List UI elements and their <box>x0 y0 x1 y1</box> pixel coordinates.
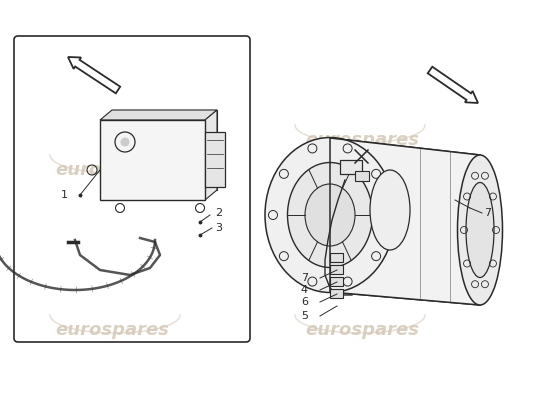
Text: eurospares: eurospares <box>305 131 419 149</box>
Ellipse shape <box>288 162 372 268</box>
Text: 7: 7 <box>484 208 491 218</box>
Text: 1: 1 <box>61 190 68 200</box>
Polygon shape <box>100 110 217 120</box>
Polygon shape <box>330 138 480 305</box>
Ellipse shape <box>265 138 395 292</box>
Text: 7: 7 <box>301 273 308 283</box>
Ellipse shape <box>305 184 355 246</box>
Bar <box>355 171 369 181</box>
Polygon shape <box>100 120 205 200</box>
Bar <box>340 160 362 174</box>
Text: eurospares: eurospares <box>55 161 169 179</box>
Circle shape <box>121 138 129 146</box>
Text: eurospares: eurospares <box>55 321 169 339</box>
Text: 3: 3 <box>215 223 222 233</box>
Text: 2: 2 <box>215 208 222 218</box>
Bar <box>330 265 343 274</box>
Polygon shape <box>205 132 225 187</box>
Bar <box>330 253 343 262</box>
Polygon shape <box>68 57 120 93</box>
Polygon shape <box>112 110 217 190</box>
Text: eurospares: eurospares <box>305 321 419 339</box>
Text: 4: 4 <box>301 285 308 295</box>
Bar <box>330 289 343 298</box>
Ellipse shape <box>370 170 410 250</box>
Polygon shape <box>205 110 217 200</box>
Text: 6: 6 <box>301 297 308 307</box>
Polygon shape <box>428 67 478 103</box>
Ellipse shape <box>466 182 494 278</box>
Ellipse shape <box>458 155 503 305</box>
Text: 5: 5 <box>301 311 308 321</box>
Bar <box>330 277 343 286</box>
